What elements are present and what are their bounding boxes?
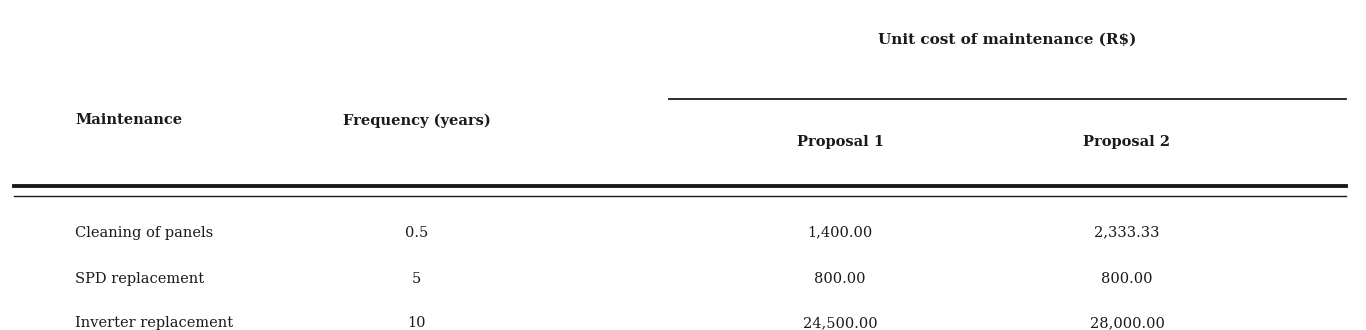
Text: SPD replacement: SPD replacement (75, 272, 205, 286)
Text: Proposal 1: Proposal 1 (796, 135, 884, 149)
Text: 10: 10 (407, 316, 426, 330)
Text: 0.5: 0.5 (404, 226, 429, 240)
Text: 800.00: 800.00 (814, 272, 866, 286)
Text: 2,333.33: 2,333.33 (1094, 226, 1160, 240)
Text: Inverter replacement: Inverter replacement (75, 316, 234, 330)
Text: Frequency (years): Frequency (years) (343, 113, 490, 128)
Text: 1,400.00: 1,400.00 (807, 226, 873, 240)
Text: Proposal 2: Proposal 2 (1083, 135, 1171, 149)
Text: 5: 5 (413, 272, 421, 286)
Text: Maintenance: Maintenance (75, 114, 182, 127)
Text: Cleaning of panels: Cleaning of panels (75, 226, 213, 240)
Text: Unit cost of maintenance (R$): Unit cost of maintenance (R$) (878, 33, 1137, 47)
Text: 24,500.00: 24,500.00 (803, 316, 877, 330)
Text: 28,000.00: 28,000.00 (1090, 316, 1164, 330)
Text: 800.00: 800.00 (1101, 272, 1153, 286)
